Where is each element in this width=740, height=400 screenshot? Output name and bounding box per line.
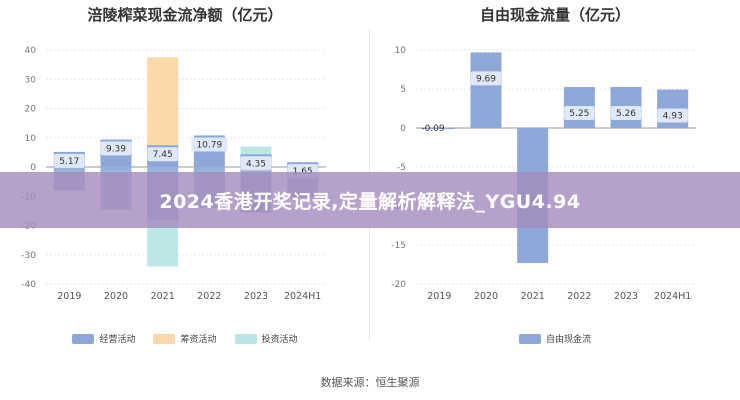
legend-operating-swatch — [72, 333, 95, 344]
legend-free-cashflow[interactable]: 自由现金流 — [518, 332, 591, 345]
right-xtick-5: 2024H1 — [654, 291, 691, 302]
left-ytick-0: -40 — [21, 280, 36, 290]
left-ytick-4: 0 — [30, 163, 36, 173]
right-ytick-1: -15 — [391, 241, 406, 251]
left-ytick-8: 40 — [25, 46, 37, 56]
left-xtick-0: 2019 — [57, 291, 81, 302]
right-legend: 自由现金流 — [370, 332, 740, 345]
left-ytick-5: 10 — [25, 134, 37, 144]
legend-financing-swatch — [153, 333, 176, 344]
operating-value-label-4: 4.35 — [246, 159, 266, 169]
right-ytick-0: -20 — [391, 280, 406, 290]
free-cashflow-value-label-3: 5.25 — [569, 109, 589, 119]
left-xtick-5: 2024H1 — [284, 291, 321, 302]
operating-value-label-0: 5.17 — [59, 157, 79, 167]
legend-investing-label: 投资活动 — [261, 335, 298, 345]
operating-value-label-1-bg — [100, 141, 132, 156]
free-cashflow-value-label-5: 4.93 — [663, 112, 683, 122]
left-ytick-6: 20 — [25, 105, 37, 115]
free-cashflow-value-label-4-bg — [610, 105, 642, 120]
legend-free-cashflow-swatch — [518, 333, 541, 344]
free-cashflow-value-label-0: -0.09 — [421, 124, 445, 134]
legend-investing[interactable]: 投资活动 — [234, 332, 298, 345]
operating-value-label-3: 10.79 — [196, 140, 222, 150]
free-cashflow-bar-1 — [470, 52, 502, 128]
right-xtick-3: 2022 — [567, 291, 591, 302]
left-chart-title: 涪陵榨菜现金流净额（亿元） — [87, 6, 283, 24]
overlay-banner[interactable]: 2024香港开奖记录,定量解析解释法_YGU4.94 — [0, 172, 740, 228]
left-ytick-1: -30 — [21, 251, 36, 261]
left-xtick-1: 2020 — [104, 291, 128, 302]
net-cashflow-chart: -40-30-20-100102030402019202020212022202… — [21, 46, 326, 302]
operating-value-label-3-bg — [191, 137, 228, 152]
left-xtick-4: 2023 — [244, 291, 268, 302]
operating-value-label-2: 7.45 — [153, 150, 173, 160]
left-legend: 经营活动 筹资活动 投资活动 — [0, 332, 370, 345]
right-chart-title: 自由现金流量（亿元） — [479, 6, 630, 24]
legend-operating-label: 经营活动 — [99, 335, 136, 345]
right-ytick-5: 5 — [400, 85, 406, 95]
right-ytick-6: 10 — [395, 46, 407, 56]
left-ytick-7: 30 — [25, 75, 37, 85]
legend-financing-label: 筹资活动 — [180, 335, 217, 345]
operating-value-label-4-bg — [240, 156, 272, 171]
right-xtick-0: 2019 — [427, 291, 451, 302]
operating-value-label-0-bg — [54, 153, 85, 168]
free-cashflow-value-label-1: 9.69 — [476, 74, 496, 84]
right-xtick-4: 2023 — [614, 291, 638, 302]
overlay-banner-text: 2024香港开奖记录,定量解析解释法_YGU4.94 — [159, 190, 581, 213]
left-xtick-2: 2021 — [151, 291, 175, 302]
right-ytick-3: -5 — [397, 163, 406, 173]
operating-value-label-2-bg — [147, 147, 178, 162]
legend-financing[interactable]: 筹资活动 — [153, 332, 217, 345]
left-xtick-3: 2022 — [197, 291, 221, 302]
free-cashflow-chart: -20-15-10-50510201920202021202220232024H… — [391, 46, 696, 302]
legend-free-cashflow-label: 自由现金流 — [545, 335, 591, 345]
right-xtick-1: 2020 — [474, 291, 498, 302]
free-cashflow-value-label-3-bg — [564, 106, 595, 121]
right-xtick-2: 2021 — [521, 291, 545, 302]
legend-operating[interactable]: 经营活动 — [72, 332, 135, 345]
data-source: 数据来源：恒生聚源 — [320, 376, 420, 389]
free-cashflow-bar-0 — [423, 128, 455, 129]
free-cashflow-value-label-1-bg — [470, 71, 502, 86]
free-cashflow-value-label-5-bg — [657, 108, 688, 123]
legend-investing-swatch — [234, 333, 257, 344]
operating-value-label-1: 9.39 — [106, 145, 126, 155]
free-cashflow-value-label-4: 5.26 — [616, 109, 636, 119]
right-ytick-4: 0 — [400, 124, 406, 134]
